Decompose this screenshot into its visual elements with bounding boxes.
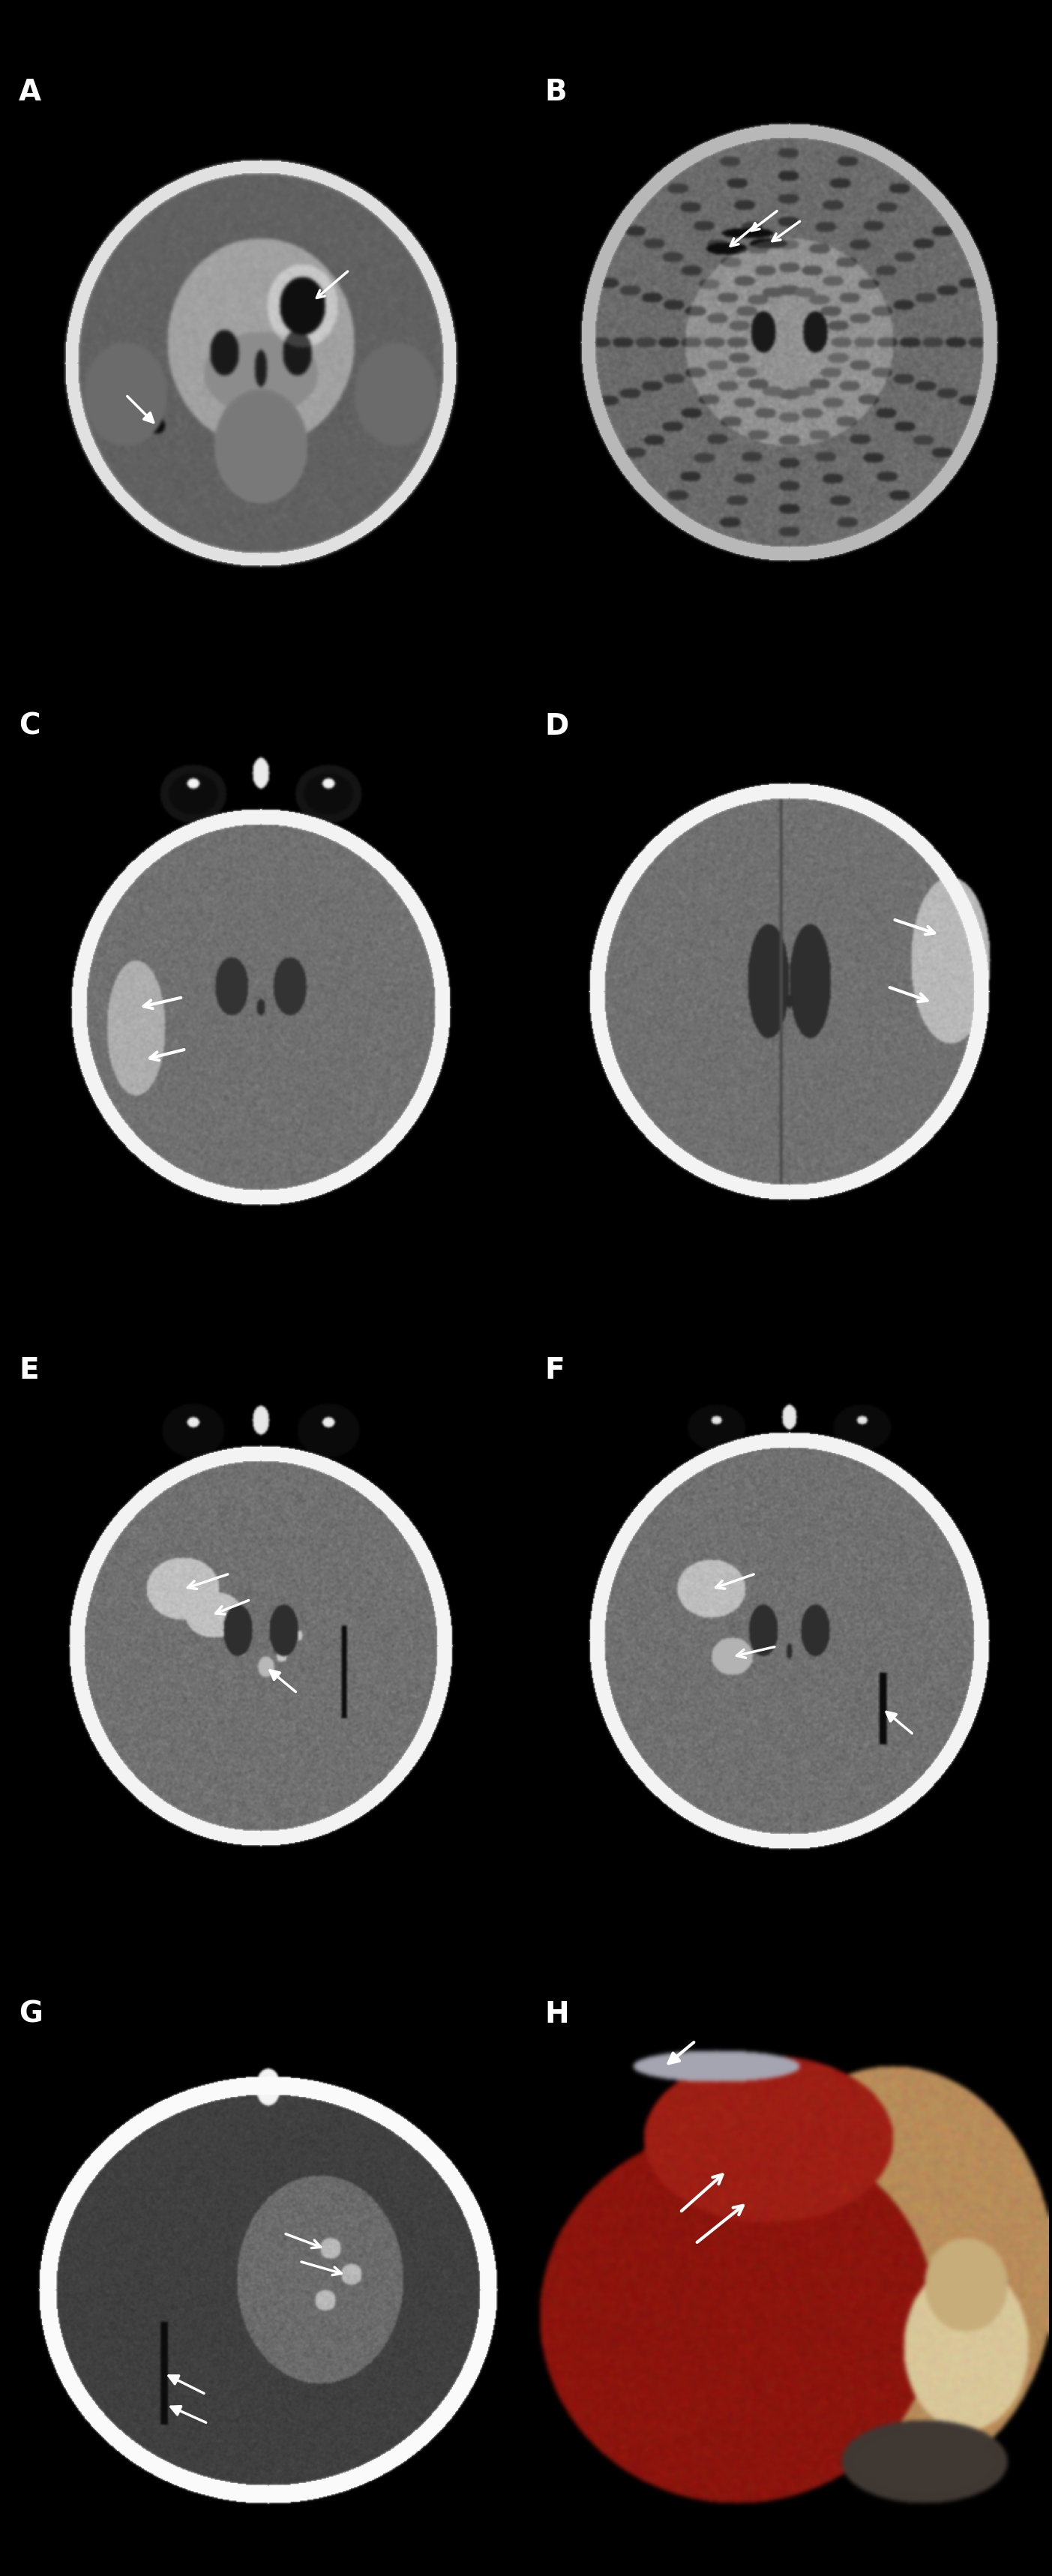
Text: E: E xyxy=(19,1355,39,1383)
Text: A: A xyxy=(19,77,41,106)
Text: F: F xyxy=(545,1355,565,1383)
Text: D: D xyxy=(545,711,569,739)
Text: C: C xyxy=(19,711,40,739)
Text: G: G xyxy=(19,1999,43,2027)
Text: B: B xyxy=(545,77,567,106)
Text: H: H xyxy=(545,1999,569,2027)
